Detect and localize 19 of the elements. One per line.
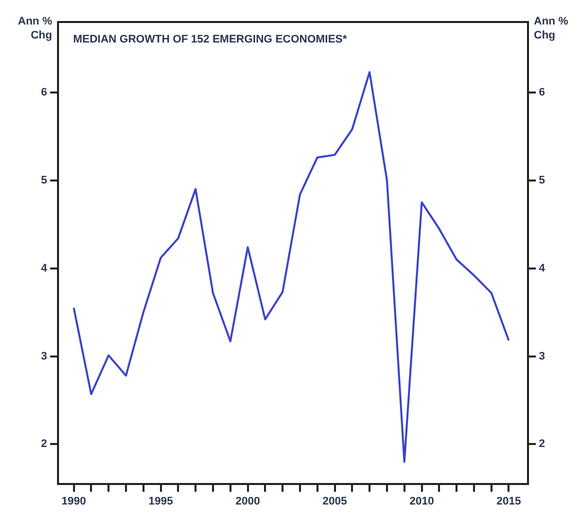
x-tick-label: 2010 <box>410 495 434 508</box>
y2-tick-label: 3 <box>538 350 546 362</box>
y2-tick-label: 4 <box>538 262 546 274</box>
y-tick-label: 4 <box>40 262 48 274</box>
y2-axis-title: Ann % Chg <box>534 16 568 42</box>
y2-tick-label: 5 <box>538 174 546 186</box>
y-tick-label: 6 <box>40 86 48 98</box>
y2-tick-label: 2 <box>538 438 546 450</box>
y-tick-label: 3 <box>40 350 48 362</box>
y-tick-label: 5 <box>40 174 48 186</box>
y-axis-title: Ann % Chg <box>18 16 52 42</box>
x-tick-label: 1990 <box>62 495 86 508</box>
x-tick-label: 2015 <box>496 495 521 508</box>
x-tick-label: 2005 <box>322 495 347 508</box>
x-tick-label: 1995 <box>148 495 174 508</box>
y-tick-label: 2 <box>40 438 48 450</box>
text: MEDIAN GROWTH OF 152 EMERGING ECONOMIES* <box>73 34 348 46</box>
y2-tick-label: 6 <box>538 86 546 98</box>
x-tick-label: 2000 <box>236 495 260 508</box>
